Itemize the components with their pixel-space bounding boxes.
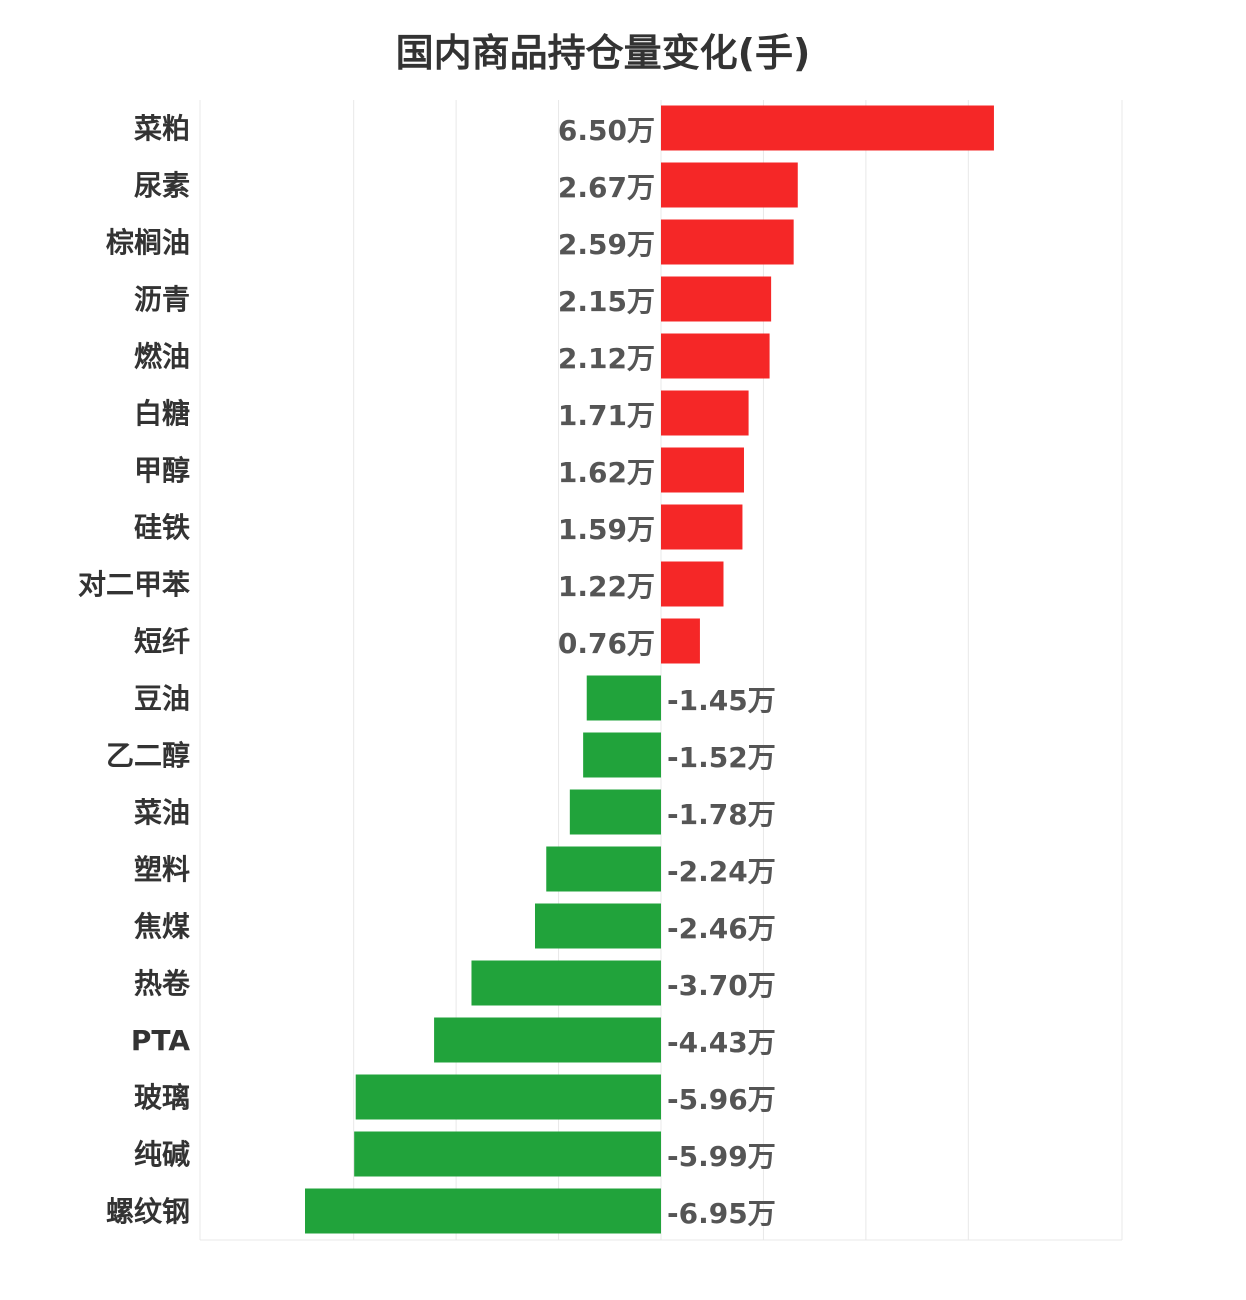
category-label: 对二甲苯 bbox=[78, 568, 190, 601]
category-label: 尿素 bbox=[134, 169, 190, 202]
category-label: 燃油 bbox=[134, 340, 190, 373]
category-label: 玻璃 bbox=[134, 1081, 190, 1114]
category-label: 豆油 bbox=[134, 682, 190, 715]
bar-1 bbox=[661, 105, 994, 151]
chart-title: 国内商品持仓量变化(手) bbox=[395, 31, 811, 75]
category-label: 沥青 bbox=[134, 283, 190, 316]
value-label: -2.24万 bbox=[667, 855, 776, 888]
bar-16 bbox=[471, 960, 661, 1006]
category-label: 焦煤 bbox=[134, 910, 190, 943]
value-label: -3.70万 bbox=[667, 969, 776, 1002]
value-label: 2.67万 bbox=[558, 171, 655, 204]
bar-layer bbox=[305, 105, 994, 1234]
value-label: 2.12万 bbox=[558, 342, 655, 375]
grid-layer bbox=[199, 100, 1123, 1241]
bar-6 bbox=[661, 390, 749, 436]
value-label: 1.62万 bbox=[558, 456, 655, 489]
category-label: 螺纹钢 bbox=[106, 1195, 190, 1228]
bar-2 bbox=[661, 162, 798, 208]
value-label: 6.50万 bbox=[558, 114, 655, 147]
value-label: -1.52万 bbox=[667, 741, 776, 774]
bar-14 bbox=[546, 846, 661, 892]
value-label: 2.59万 bbox=[558, 228, 655, 261]
value-label: 2.15万 bbox=[558, 285, 655, 318]
category-label: PTA bbox=[131, 1024, 190, 1057]
category-label: 硅铁 bbox=[134, 511, 190, 544]
value-label: -2.46万 bbox=[667, 912, 776, 945]
bar-3 bbox=[661, 219, 794, 265]
bar-11 bbox=[586, 675, 661, 721]
bar-5 bbox=[661, 333, 770, 379]
bar-8 bbox=[661, 504, 743, 550]
bar-15 bbox=[534, 903, 661, 949]
bar-10 bbox=[661, 618, 700, 664]
value-label: -5.96万 bbox=[667, 1083, 776, 1116]
category-label: 菜粕 bbox=[134, 112, 190, 145]
category-label: 棕榈油 bbox=[106, 226, 190, 259]
bar-20 bbox=[305, 1188, 661, 1234]
value-label: 1.59万 bbox=[558, 513, 655, 546]
value-label: -1.45万 bbox=[667, 684, 776, 717]
category-label: 纯碱 bbox=[134, 1138, 190, 1171]
bar-13 bbox=[569, 789, 661, 835]
category-label: 菜油 bbox=[134, 796, 190, 829]
value-label: 1.71万 bbox=[558, 399, 655, 432]
value-label: -5.99万 bbox=[667, 1140, 776, 1173]
bar-19 bbox=[354, 1131, 661, 1177]
category-label: 甲醇 bbox=[134, 454, 190, 487]
category-label: 塑料 bbox=[134, 853, 190, 886]
category-label: 短纤 bbox=[134, 625, 190, 658]
value-label: 0.76万 bbox=[558, 627, 655, 660]
bar-4 bbox=[661, 276, 772, 322]
category-label: 乙二醇 bbox=[106, 739, 190, 772]
bar-7 bbox=[661, 447, 744, 493]
value-label: -6.95万 bbox=[667, 1197, 776, 1230]
value-label: -1.78万 bbox=[667, 798, 776, 831]
bar-17 bbox=[434, 1017, 661, 1063]
bar-18 bbox=[355, 1074, 661, 1120]
category-label: 白糖 bbox=[134, 397, 190, 430]
value-label: -4.43万 bbox=[667, 1026, 776, 1059]
bar-12 bbox=[583, 732, 661, 778]
category-label: 热卷 bbox=[134, 967, 191, 1000]
bar-9 bbox=[661, 561, 724, 607]
value-label: 1.22万 bbox=[558, 570, 655, 603]
